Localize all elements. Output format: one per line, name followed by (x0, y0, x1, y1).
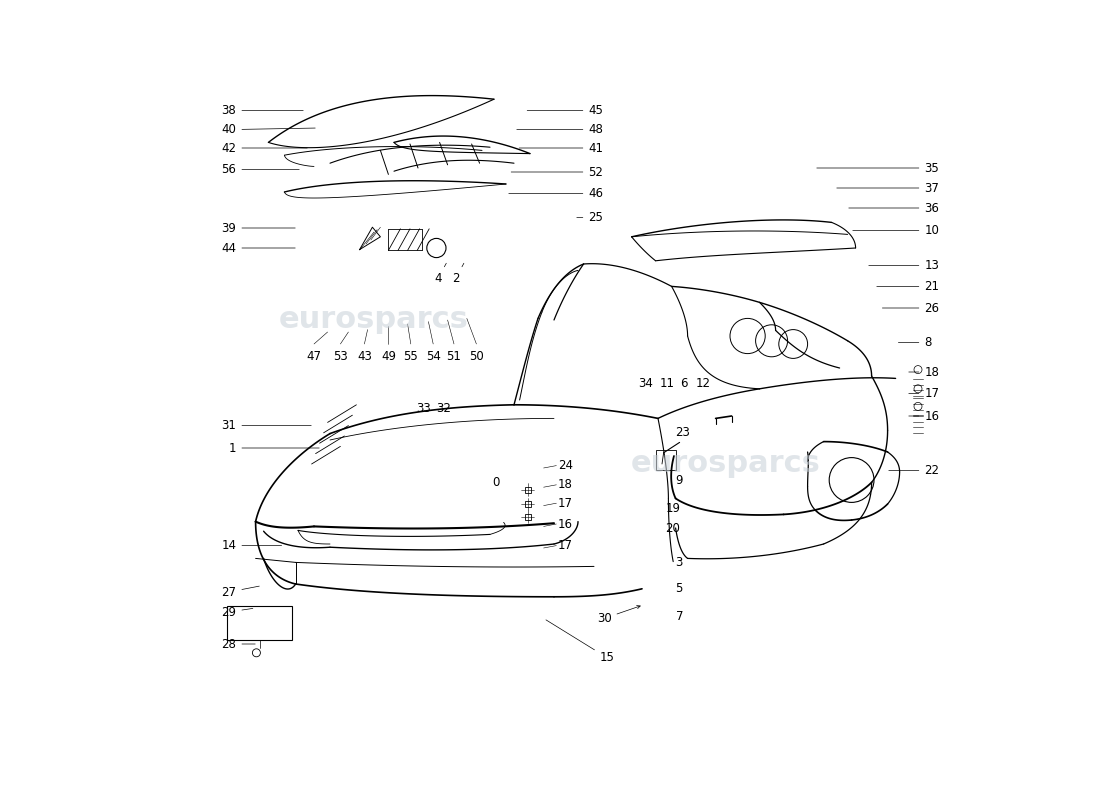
Text: 30: 30 (597, 606, 640, 625)
Text: 21: 21 (877, 280, 939, 293)
Text: 11: 11 (660, 378, 675, 390)
Text: 40: 40 (221, 123, 316, 136)
Text: 50: 50 (469, 350, 484, 363)
Text: 2: 2 (452, 263, 464, 285)
Text: 35: 35 (817, 162, 939, 174)
Text: 9: 9 (675, 474, 683, 486)
Text: 44: 44 (221, 242, 295, 254)
Text: 13: 13 (869, 259, 939, 272)
Text: 16: 16 (558, 518, 573, 530)
Text: 48: 48 (517, 123, 603, 136)
Text: 1: 1 (229, 442, 319, 454)
Text: 28: 28 (221, 638, 255, 650)
Text: 32: 32 (437, 402, 451, 414)
Text: 20: 20 (666, 522, 680, 534)
Text: 18: 18 (909, 366, 939, 378)
Text: 53: 53 (333, 350, 348, 363)
Text: 29: 29 (221, 606, 253, 618)
Text: 24: 24 (558, 459, 573, 472)
Text: 19: 19 (666, 502, 680, 515)
Text: 12: 12 (696, 378, 711, 390)
Text: 14: 14 (221, 539, 282, 552)
Text: 33: 33 (416, 402, 431, 414)
Text: eurosparcs: eurosparcs (279, 306, 469, 334)
Text: 49: 49 (381, 350, 396, 363)
Text: 43: 43 (358, 350, 372, 363)
Text: 37: 37 (837, 182, 939, 194)
Text: 25: 25 (576, 211, 603, 224)
Text: 17: 17 (558, 497, 573, 510)
Text: 10: 10 (852, 224, 939, 237)
Text: 39: 39 (221, 222, 295, 234)
Text: 5: 5 (675, 582, 683, 595)
Text: 31: 31 (221, 419, 311, 432)
Text: 17: 17 (909, 387, 939, 400)
Text: 6: 6 (680, 378, 688, 390)
Bar (227, 606, 293, 640)
Text: 55: 55 (404, 350, 418, 363)
Text: 8: 8 (899, 336, 932, 349)
Text: 56: 56 (221, 163, 299, 176)
Text: 16: 16 (909, 410, 939, 422)
Text: 46: 46 (509, 187, 604, 200)
Text: 26: 26 (882, 302, 939, 314)
Text: 15: 15 (546, 620, 615, 664)
Text: 36: 36 (849, 202, 939, 214)
Text: 3: 3 (675, 556, 683, 569)
Text: 42: 42 (221, 142, 307, 154)
Text: 0: 0 (492, 476, 499, 489)
Text: eurosparcs: eurosparcs (631, 450, 821, 478)
Text: 17: 17 (558, 539, 573, 552)
Bar (656, 450, 676, 470)
Text: 47: 47 (307, 350, 321, 363)
Text: 4: 4 (434, 263, 447, 285)
Text: 34: 34 (639, 378, 653, 390)
Text: 41: 41 (519, 142, 604, 154)
Text: 54: 54 (426, 350, 441, 363)
Text: 45: 45 (527, 104, 603, 117)
Text: 51: 51 (447, 350, 461, 363)
Text: 27: 27 (221, 586, 260, 598)
Text: 18: 18 (558, 478, 573, 491)
Text: 22: 22 (889, 464, 939, 477)
Text: 52: 52 (512, 166, 603, 178)
Text: 23: 23 (675, 426, 691, 438)
Text: 38: 38 (222, 104, 304, 117)
Text: 7: 7 (675, 610, 683, 622)
